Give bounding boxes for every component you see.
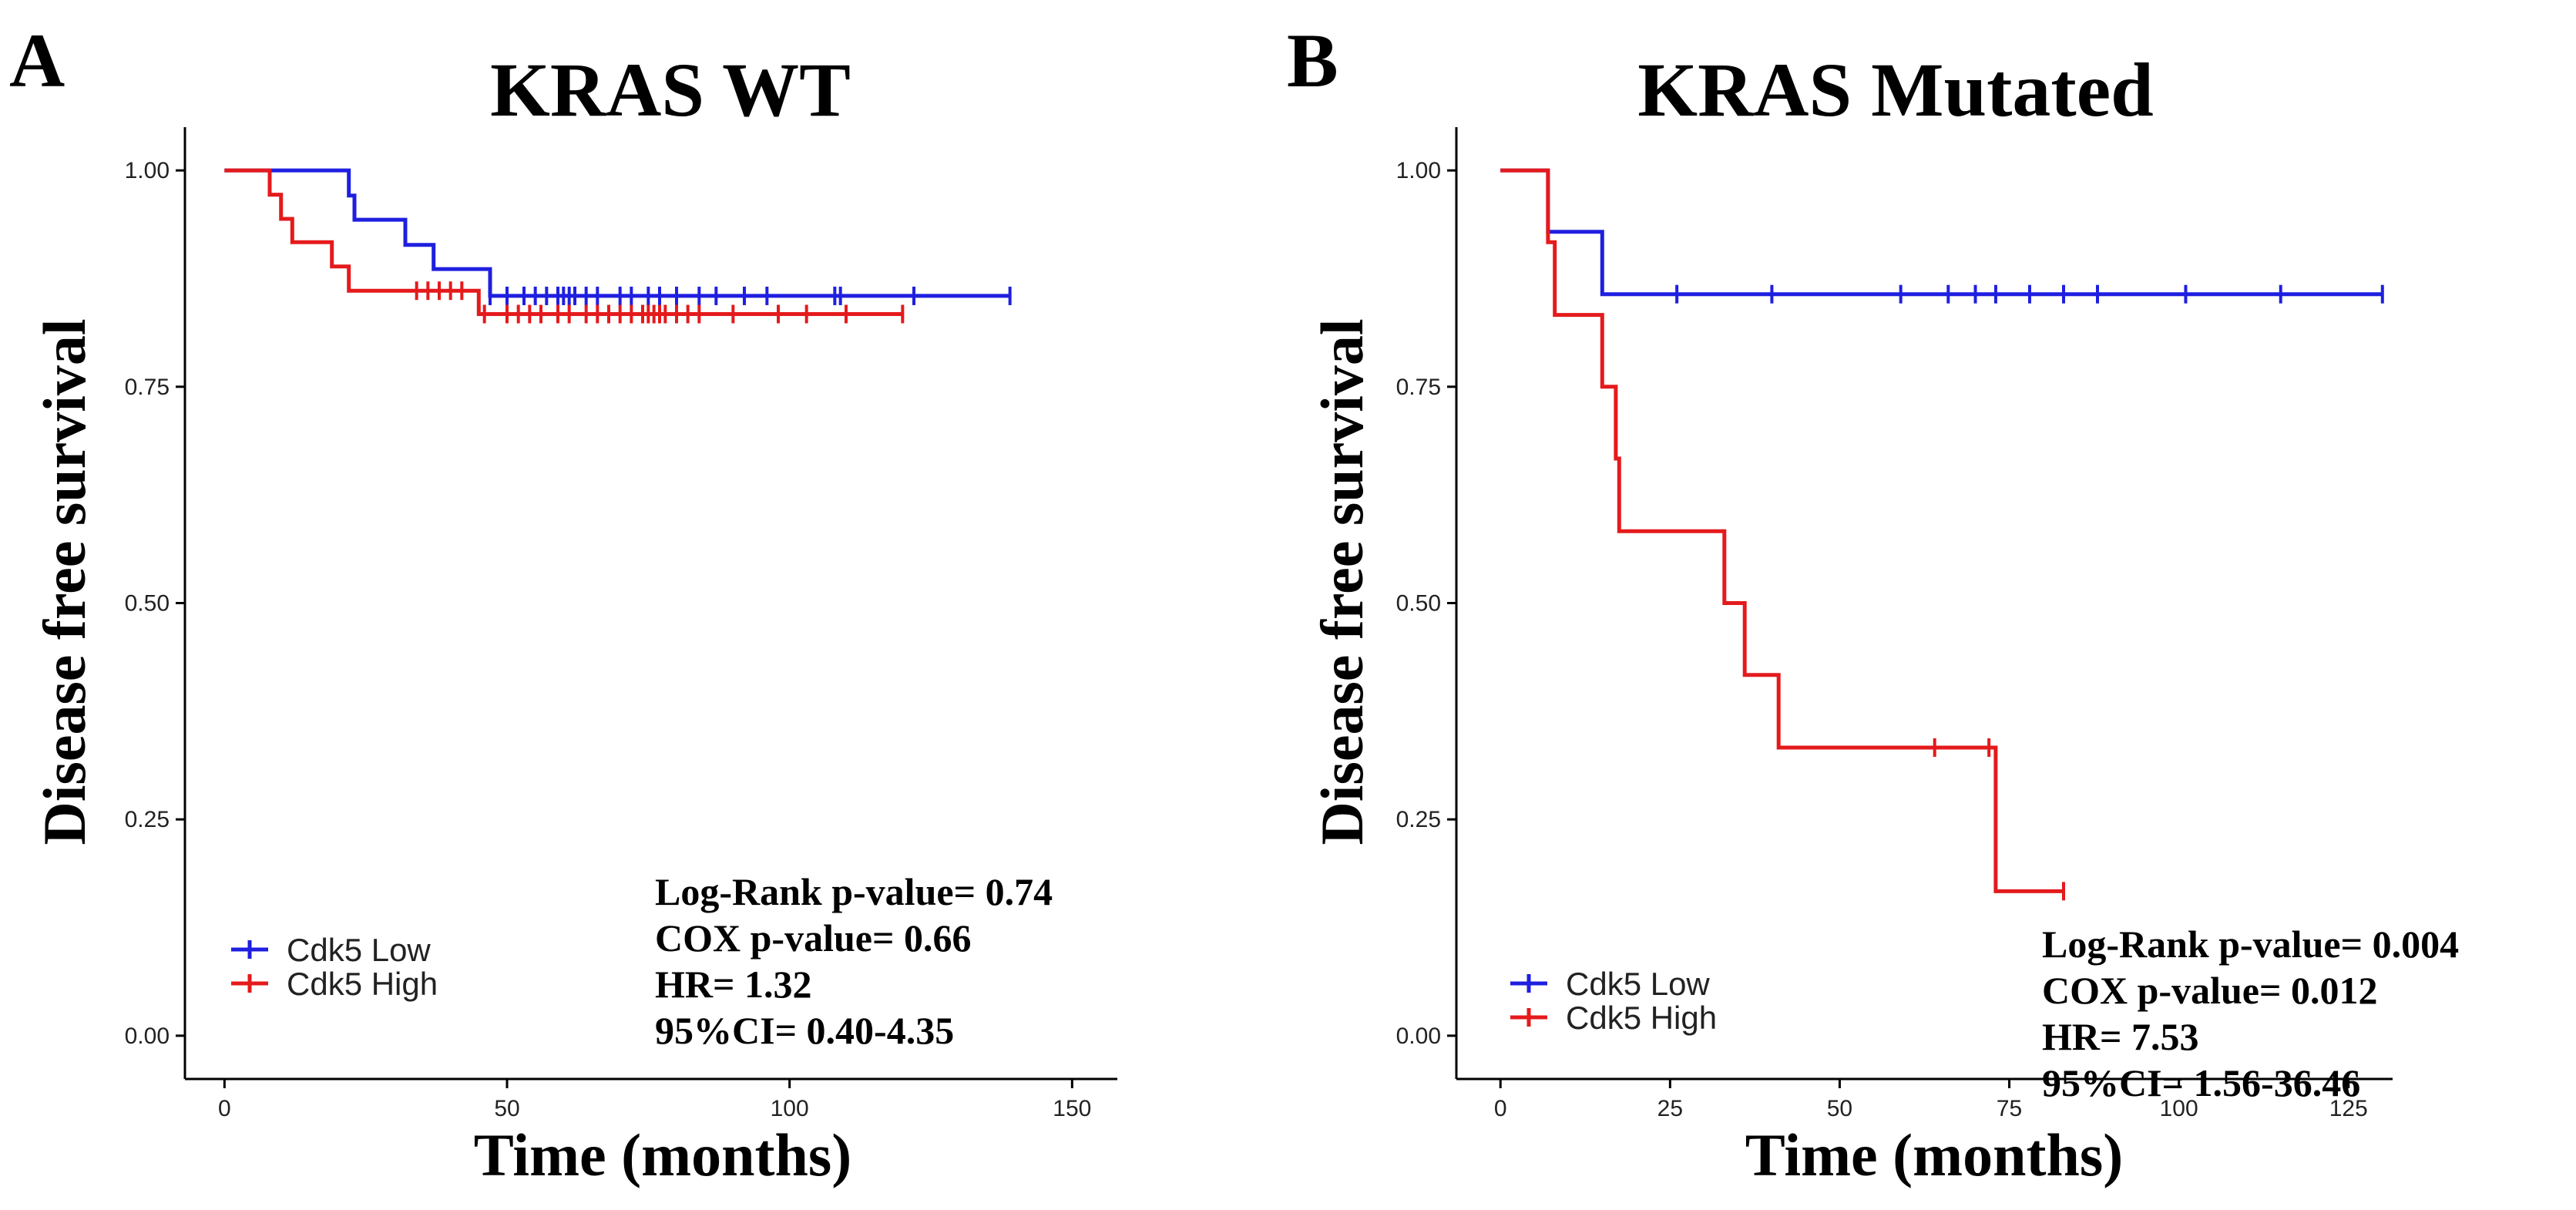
panel-a-ylabel: Disease free survival <box>31 318 98 845</box>
stat-ci: 95%CI= 1.56-36.46 <box>2042 1061 2360 1104</box>
x-tick-label: 150 <box>1053 1096 1091 1121</box>
panel-a-xlabel: Time (months) <box>474 1121 851 1188</box>
stat-cox: COX p-value= 0.66 <box>655 916 971 960</box>
stat-logrank: Log-Rank p-value= 0.004 <box>2042 923 2459 966</box>
legend-label-high: Cdk5 High <box>1566 1000 1717 1036</box>
legend-label-high: Cdk5 High <box>287 966 438 1002</box>
panel-a-legend: Cdk5 Low Cdk5 High <box>231 932 438 1002</box>
panel-b-plot-area: 0.00 0.25 0.50 0.75 1.00 0 25 50 75 100 125 <box>1396 127 2393 1121</box>
x-tick-label: 0 <box>218 1096 231 1121</box>
panel-b-title: KRAS Mutated <box>1637 47 2153 133</box>
panel-b-letter: B <box>1287 18 1338 103</box>
panel-b-legend: Cdk5 Low Cdk5 High <box>1510 966 1717 1036</box>
survival-curve-cdk5-high <box>1500 168 2064 893</box>
survival-curve-cdk5-high <box>224 168 903 316</box>
y-tick-label: 1.00 <box>125 158 170 183</box>
stat-hr: HR= 7.53 <box>2042 1015 2199 1058</box>
panel-b-ylabel: Disease free survival <box>1308 318 1375 845</box>
panel-b-xlabel: Time (months) <box>1745 1121 2123 1188</box>
stat-logrank: Log-Rank p-value= 0.74 <box>655 870 1053 913</box>
survival-curve-cdk5-low <box>224 168 1010 298</box>
x-tick-label: 100 <box>2160 1096 2198 1121</box>
panel-a-letter: A <box>9 18 65 103</box>
x-tick-label: 100 <box>771 1096 809 1121</box>
x-tick-label: 125 <box>2329 1096 2368 1121</box>
x-tick-label: 75 <box>1997 1096 2022 1121</box>
stat-hr: HR= 1.32 <box>655 963 812 1006</box>
x-tick-label: 25 <box>1657 1096 1683 1121</box>
y-tick-label: 0.25 <box>125 807 170 832</box>
panel-b: B KRAS Mutated Disease free survival Tim… <box>1287 18 2459 1188</box>
panel-b-stats: Log-Rank p-value= 0.004 COX p-value= 0.0… <box>2042 923 2459 1104</box>
panel-a-plot-area: 0.00 0.25 0.50 0.75 1.00 0 50 100 150 <box>125 127 1117 1121</box>
panel-a-stats: Log-Rank p-value= 0.74 COX p-value= 0.66… <box>655 870 1053 1052</box>
y-tick-label: 0.00 <box>125 1023 170 1049</box>
y-tick-label: 0.75 <box>125 375 170 400</box>
x-tick-label: 50 <box>1827 1096 1852 1121</box>
y-tick-label: 0.25 <box>1396 807 1441 832</box>
panel-a-title: KRAS WT <box>490 47 851 133</box>
y-tick-label: 0.50 <box>1396 591 1441 617</box>
x-tick-label: 50 <box>494 1096 519 1121</box>
y-tick-label: 0.75 <box>1396 375 1441 400</box>
y-tick-label: 0.50 <box>125 591 170 617</box>
stat-cox: COX p-value= 0.012 <box>2042 969 2377 1012</box>
stat-ci: 95%CI= 0.40-4.35 <box>655 1009 954 1052</box>
survival-curve-cdk5-low <box>1500 168 2383 297</box>
y-tick-label: 0.00 <box>1396 1023 1441 1049</box>
legend-label-low: Cdk5 Low <box>287 932 431 968</box>
panel-a: A KRAS WT Disease free survival Time (mo… <box>9 18 1117 1188</box>
x-tick-label: 0 <box>1494 1096 1507 1121</box>
y-tick-label: 1.00 <box>1396 158 1441 183</box>
legend-label-low: Cdk5 Low <box>1566 966 1710 1002</box>
